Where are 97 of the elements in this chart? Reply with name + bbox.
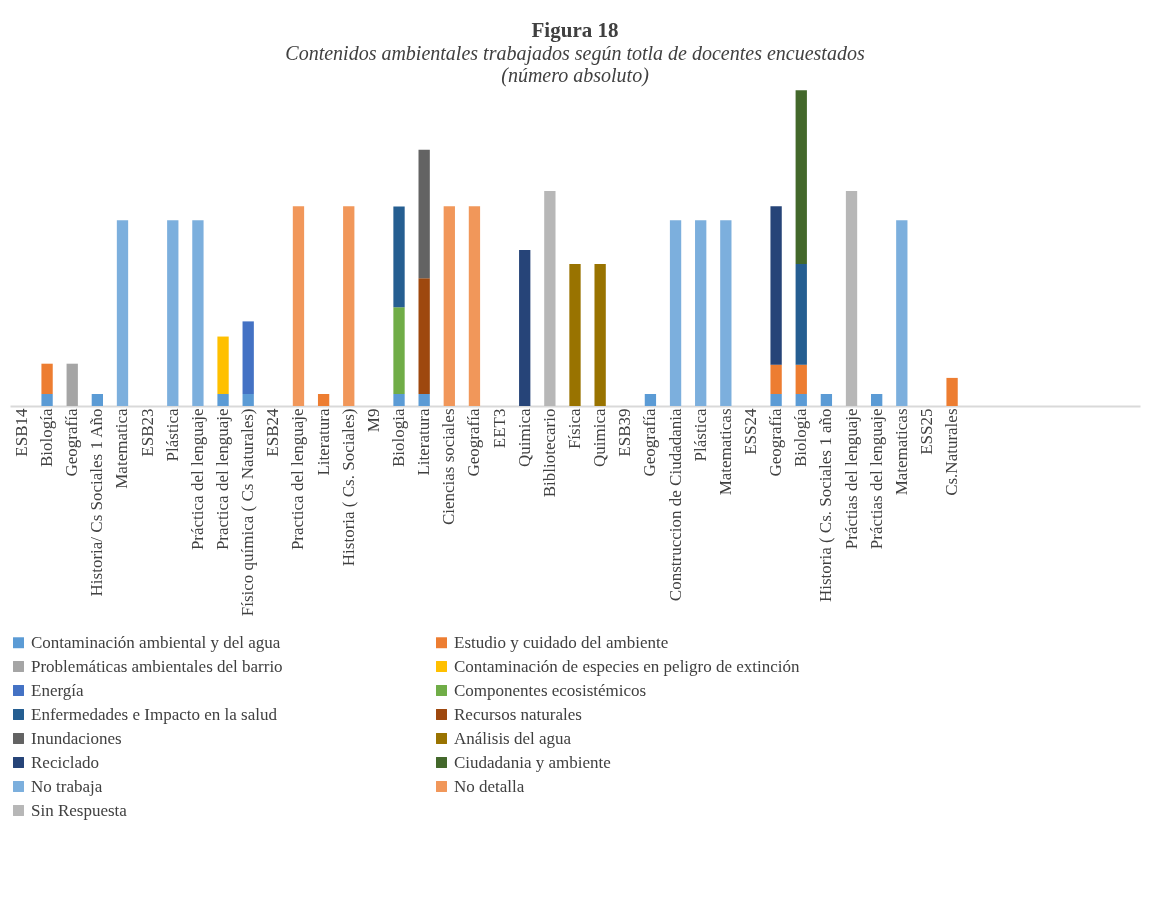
x-tick-label: Practica del lenguaje (288, 408, 308, 551)
bar (795, 263, 807, 365)
x-tick-label: Geografía (766, 408, 786, 477)
bar (418, 278, 430, 394)
x-tick-label: Construccion de Ciudadania (665, 408, 685, 602)
bar (443, 206, 455, 406)
x-tick-label: Bibliotecario (539, 408, 559, 498)
bar (695, 220, 707, 406)
bar (871, 394, 883, 406)
x-tick-label: ESS24 (740, 408, 760, 455)
bar (242, 394, 254, 406)
bar (896, 220, 908, 406)
bar (317, 394, 330, 406)
legend-label: Componentes ecosistémicos (454, 680, 647, 700)
bar (41, 394, 53, 406)
x-tick-label: Plástica (690, 408, 710, 462)
x-tick-label: Quimica (514, 408, 534, 468)
bar (544, 191, 556, 406)
legend-label: Problemáticas ambientales del barrio (31, 656, 283, 676)
bar (242, 321, 254, 394)
bar (669, 220, 682, 406)
bar (343, 206, 355, 406)
x-tick-label: Práctias del lenguaje (866, 408, 886, 550)
x-tick-label: Físico química ( Cs Naturales) (238, 408, 258, 617)
legend-label: Recursos naturales (454, 704, 582, 724)
bar (795, 394, 807, 406)
bar (91, 394, 104, 406)
x-tick-label: Literatura (313, 408, 333, 476)
bar (393, 206, 405, 308)
bar (569, 263, 581, 406)
x-tick-label: ESB23 (137, 408, 157, 457)
legend-label: Enfermedades e Impacto en la salud (31, 704, 278, 724)
bar (418, 394, 430, 406)
bar (217, 336, 229, 394)
legend-label: Reciclado (31, 752, 99, 772)
legend-label: Contaminación de especies en peligro de extinción (454, 656, 801, 676)
bar (644, 394, 657, 406)
bar (217, 394, 229, 406)
bar (167, 220, 179, 406)
x-tick-label: Plástica (162, 408, 182, 462)
bar (845, 191, 858, 406)
x-tick-label: Biología (791, 408, 811, 468)
bar (468, 206, 481, 406)
x-tick-label: Práctias del lenguaje (841, 408, 861, 550)
x-tick-label: ESB14 (11, 408, 31, 457)
x-tick-label: Historia/ Cs Sociales 1 Año (87, 408, 107, 597)
chart-subtitle: Contenidos ambientales trabajados según totla de docentes encuestados (número absoluto) (285, 42, 865, 88)
x-tick-label: Literatura (414, 408, 434, 476)
bar (393, 394, 405, 406)
legend-label: No detalla (454, 776, 525, 796)
bar (116, 220, 129, 406)
bar (192, 220, 204, 406)
bar (820, 394, 833, 406)
bar (519, 250, 531, 406)
x-tick-label: Ciencias sociales (439, 408, 459, 526)
legend-label: No trabaja (31, 776, 103, 796)
bar (418, 149, 430, 279)
legend-label: Sin Respuesta (31, 800, 128, 820)
bar (393, 307, 405, 394)
x-tick-label: Historia ( Cs. Sociales 1 año (816, 408, 836, 603)
x-tick-label: EET3 (489, 408, 509, 449)
legend-label: Energía (31, 680, 85, 700)
x-tick-label: Historia ( Cs. Sociales) (338, 408, 358, 567)
x-tick-label: Matematicas (715, 408, 735, 496)
bar (795, 364, 807, 394)
bar (946, 377, 958, 406)
legend-label: Ciudadania y ambiente (454, 752, 611, 772)
x-tick-label: Geografía (464, 408, 484, 477)
legend-label: Análisis del agua (454, 728, 572, 748)
x-tick-label: Matematica (112, 408, 132, 489)
x-tick-label: Biología (37, 408, 57, 468)
x-tick-label: Quimica (590, 408, 610, 468)
x-tick-label: ESS25 (916, 408, 936, 455)
x-tick-label: Cs.Naturales (942, 408, 962, 496)
bar (594, 263, 606, 406)
bar (770, 206, 782, 365)
x-tick-label: Biologia (389, 408, 409, 468)
bar (292, 206, 305, 406)
bar (770, 394, 782, 406)
legend-label: Inundaciones (31, 728, 122, 748)
x-tick-label: Matematicas (891, 408, 911, 496)
x-tick-label: ESB39 (615, 408, 635, 457)
x-tick-label: Geografía (62, 408, 82, 477)
x-tick-label: Física (565, 408, 584, 450)
x-tick-label: M9 (363, 408, 383, 433)
bar (720, 220, 732, 406)
x-tick-label: ESB24 (263, 408, 283, 457)
bar (770, 364, 782, 394)
x-tick-label: Práctica del lenguaje (187, 408, 207, 551)
bar (66, 363, 78, 406)
legend-label: Estudio y cuidado del ambiente (454, 632, 669, 652)
chart-title: Figura 18 (531, 18, 619, 43)
x-tick-label: Geografía (640, 408, 660, 477)
x-tick-label: Practica del lenguaje (213, 408, 233, 551)
bar (795, 90, 807, 264)
bar (41, 363, 53, 394)
legend-label: Contaminación ambiental y del agua (31, 632, 281, 652)
